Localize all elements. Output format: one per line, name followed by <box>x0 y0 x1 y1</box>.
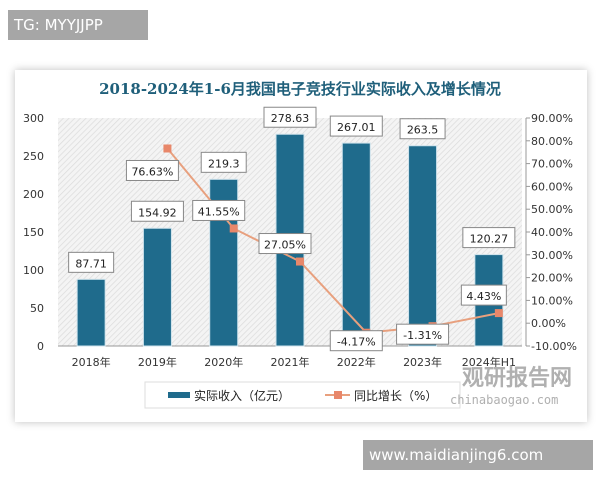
chart-title: 2018-2024年1-6月我国电子竞技行业实际收入及增长情况 <box>99 80 501 98</box>
bar-label-box <box>462 227 516 249</box>
x-tick-label: 2024年H1 <box>462 355 516 369</box>
bar <box>76 278 106 347</box>
growth-label-box <box>460 284 507 306</box>
bar-label-box <box>263 106 317 128</box>
y-tick-label: 300 <box>23 112 44 125</box>
bar-label: 263.5 <box>407 124 439 137</box>
growth-label: 27.05% <box>264 239 306 252</box>
bar-label: 267.01 <box>337 121 376 134</box>
x-tick-label: 2021年 <box>271 355 310 369</box>
y-tick-label: 200 <box>23 188 44 201</box>
legend-bar-label: 实际收入（亿元） <box>194 388 290 403</box>
x-tick-label: 2023年 <box>403 355 442 369</box>
legend-line-label: 同比增长（%） <box>354 389 437 403</box>
y2-tick-label: 20.00% <box>531 272 573 285</box>
bar <box>408 145 438 347</box>
growth-label-box <box>258 233 312 255</box>
bar-label-box <box>130 200 184 222</box>
bar <box>142 227 172 347</box>
bar-label: 154.92 <box>138 206 177 219</box>
x-tick-label: 2019年 <box>138 355 177 369</box>
y2-tick-label: 0.00% <box>531 317 566 330</box>
bar-label: 278.63 <box>271 112 310 125</box>
y-tick-label: 150 <box>23 226 44 239</box>
growth-label: -4.17% <box>337 336 376 349</box>
growth-label: 76.63% <box>131 165 173 178</box>
y2-tick-label: 10.00% <box>531 294 573 307</box>
bar-label: 87.71 <box>75 257 107 270</box>
growth-point <box>229 224 238 233</box>
y2-tick-label: 90.00% <box>531 112 573 125</box>
y2-tick-label: 80.00% <box>531 135 573 148</box>
bar-label-box <box>68 251 115 273</box>
bar-label: 120.27 <box>470 233 509 246</box>
bar <box>341 142 371 347</box>
bar-label: 219.3 <box>208 157 240 170</box>
y2-tick-label: -10.00% <box>531 340 577 353</box>
bar-label-box <box>399 118 446 140</box>
y-tick-label: 50 <box>30 302 44 315</box>
y-tick-label: 100 <box>23 264 44 277</box>
legend-bar-swatch <box>168 392 190 398</box>
y-tick-label: 0 <box>37 340 44 353</box>
growth-label: 4.43% <box>466 290 501 303</box>
growth-label-box <box>329 330 383 352</box>
bar-label-box <box>200 151 247 173</box>
growth-label-box <box>125 159 179 181</box>
growth-label-box <box>192 199 246 221</box>
footer-label: www.maidianjing6.com <box>363 440 593 470</box>
y2-tick-label: 60.00% <box>531 180 573 193</box>
growth-point <box>494 309 503 318</box>
x-tick-label: 2018年 <box>72 355 111 369</box>
growth-label-box <box>396 323 450 345</box>
y2-tick-label: 50.00% <box>531 203 573 216</box>
growth-label: -1.31% <box>403 329 442 342</box>
watermark-url: chinabaogao.com <box>450 393 559 407</box>
x-tick-label: 2022年 <box>337 355 376 369</box>
growth-point <box>296 257 304 266</box>
x-tick-label: 2020年 <box>204 355 243 369</box>
legend <box>144 381 461 409</box>
tag-label: TG: MYYJJPP <box>8 10 148 40</box>
watermark-logo: 观研报告网 <box>462 366 573 391</box>
bar-label-box <box>329 115 383 137</box>
y2-tick-label: 40.00% <box>531 226 573 239</box>
growth-label: 41.55% <box>198 205 240 218</box>
growth-point <box>163 144 172 153</box>
y2-tick-label: 30.00% <box>531 249 573 262</box>
y-tick-label: 250 <box>23 150 44 163</box>
y2-tick-label: 70.00% <box>531 158 573 171</box>
legend-line-marker <box>334 391 342 399</box>
